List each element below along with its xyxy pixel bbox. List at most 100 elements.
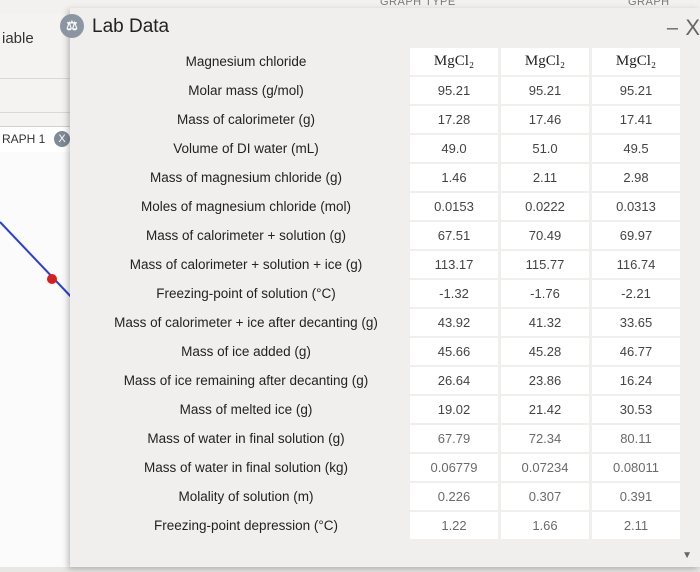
table-row: Molar mass (g/mol) 95.21 95.21 95.21: [85, 77, 680, 104]
row-label: Molality of solution (m): [178, 489, 314, 504]
table-row: Volume of DI water (mL) 49.0 51.0 49.5: [85, 135, 680, 162]
data-cell[interactable]: 2.11: [592, 512, 680, 539]
data-cell[interactable]: 0.0313: [592, 193, 680, 220]
row-label: Freezing-point of solution (°C): [156, 286, 336, 301]
data-cell[interactable]: 95.21: [592, 77, 680, 104]
data-cell[interactable]: 0.0222: [501, 193, 589, 220]
row-label: Mass of ice remaining after decanting (g…: [123, 373, 369, 388]
data-cell[interactable]: 19.02: [410, 396, 498, 423]
data-cell[interactable]: MgCl₂: [501, 48, 589, 75]
graph-canvas[interactable]: [0, 152, 80, 567]
data-cell[interactable]: 0.391: [592, 483, 680, 510]
data-cell[interactable]: -1.32: [410, 280, 498, 307]
graph-type-label: GRAPH TYPE: [380, 0, 456, 8]
table-row: Freezing-point depression (°C) 1.22 1.66 2.…: [85, 512, 680, 539]
dialog-title: Lab Data: [92, 16, 170, 37]
table-row: Molality of solution (m) 0.226 0.307 0.391: [85, 483, 680, 510]
data-cell[interactable]: 0.08011: [592, 454, 680, 481]
table-row: Mass of calorimeter (g) 17.28 17.46 17.41: [85, 106, 680, 133]
row-label: Molar mass (g/mol): [188, 83, 304, 98]
minimize-button[interactable]: –: [666, 17, 678, 39]
row-label: Mass of melted ice (g): [179, 402, 313, 417]
table-row: Mass of water in final solution (g) 67.79…: [85, 425, 680, 452]
data-cell[interactable]: 72.34: [501, 425, 589, 452]
data-cell[interactable]: 0.07234: [501, 454, 589, 481]
graph-label: GRAPH: [628, 0, 670, 8]
dialog-header[interactable]: ⚖ Lab Data – X: [60, 8, 700, 44]
data-cell[interactable]: 1.66: [501, 512, 589, 539]
data-cell[interactable]: 33.65: [592, 309, 680, 336]
data-cell[interactable]: 113.17: [410, 251, 498, 278]
row-label: Mass of calorimeter + solution (g): [146, 228, 346, 243]
data-cell[interactable]: 0.06779: [410, 454, 498, 481]
data-cell[interactable]: 67.51: [410, 222, 498, 249]
data-cell[interactable]: 45.28: [501, 338, 589, 365]
data-cell[interactable]: 16.24: [592, 367, 680, 394]
row-label: Mass of calorimeter + solution + ice (g): [129, 257, 363, 272]
row-label: Mass of water in final solution (kg): [143, 460, 349, 475]
scroll-down-arrow-icon[interactable]: ▼: [682, 550, 692, 561]
row-label: Mass of calorimeter (g): [176, 112, 316, 127]
table-row: Mass of melted ice (g) 19.02 21.42 30.53: [85, 396, 680, 423]
data-cell[interactable]: 0.307: [501, 483, 589, 510]
data-cell[interactable]: 116.74: [592, 251, 680, 278]
data-cell[interactable]: 23.86: [501, 367, 589, 394]
data-cell[interactable]: 26.64: [410, 367, 498, 394]
data-cell[interactable]: 30.53: [592, 396, 680, 423]
data-cell[interactable]: 17.28: [410, 106, 498, 133]
data-cell[interactable]: 115.77: [501, 251, 589, 278]
data-cell[interactable]: MgCl₂: [410, 48, 498, 75]
data-cell[interactable]: 95.21: [501, 77, 589, 104]
data-cell[interactable]: 1.22: [410, 512, 498, 539]
data-cell[interactable]: 95.21: [410, 77, 498, 104]
data-cell[interactable]: 1.46: [410, 164, 498, 191]
table-row: Mass of calorimeter + ice after decantin…: [85, 309, 680, 336]
row-label: Mass of ice added (g): [181, 344, 311, 359]
data-cell[interactable]: 2.98: [592, 164, 680, 191]
tab-graph-1-label: RAPH 1: [2, 132, 46, 146]
table-row: Magnesium chloride MgCl₂ MgCl₂ MgCl₂: [85, 48, 680, 75]
lab-data-dialog: ⚖ Lab Data – X Magnesium chloride MgCl₂ Mg…: [60, 8, 700, 567]
row-label: Moles of magnesium chloride (mol): [140, 199, 352, 214]
beaker-icon: ⚖: [60, 14, 84, 38]
data-cell[interactable]: 0.0153: [410, 193, 498, 220]
table-row: Mass of ice remaining after decanting (g…: [85, 367, 680, 394]
divider: [0, 78, 85, 79]
data-cell[interactable]: 49.5: [592, 135, 680, 162]
data-cell[interactable]: 41.32: [501, 309, 589, 336]
data-cell[interactable]: -1.76: [501, 280, 589, 307]
data-cell[interactable]: 49.0: [410, 135, 498, 162]
row-label: Magnesium chloride: [185, 54, 307, 69]
data-cell[interactable]: 80.11: [592, 425, 680, 452]
table-row: Mass of calorimeter + solution (g) 67.51 7…: [85, 222, 680, 249]
lab-data-table-container[interactable]: Magnesium chloride MgCl₂ MgCl₂ MgCl₂ Molar m…: [82, 46, 680, 556]
data-cell[interactable]: 46.77: [592, 338, 680, 365]
row-label: Mass of water in final solution (g): [147, 431, 345, 446]
data-cell[interactable]: 2.11: [501, 164, 589, 191]
close-button[interactable]: X: [685, 15, 700, 40]
data-cell[interactable]: 67.79: [410, 425, 498, 452]
graph-line: [0, 221, 77, 303]
table-row: Mass of ice added (g) 45.66 45.28 46.77: [85, 338, 680, 365]
table-row: Mass of magnesium chloride (g) 1.46 2.11 2.…: [85, 164, 680, 191]
graph-point[interactable]: [47, 274, 57, 284]
lab-data-table: Magnesium chloride MgCl₂ MgCl₂ MgCl₂ Molar m…: [82, 46, 680, 541]
table-row: Freezing-point of solution (°C) -1.32 -1.7…: [85, 280, 680, 307]
row-label: Mass of magnesium chloride (g): [149, 170, 343, 185]
data-cell[interactable]: 70.49: [501, 222, 589, 249]
data-cell[interactable]: 51.0: [501, 135, 589, 162]
close-tab-icon[interactable]: X: [54, 131, 70, 147]
data-cell[interactable]: 0.226: [410, 483, 498, 510]
data-cell[interactable]: 69.97: [592, 222, 680, 249]
data-cell[interactable]: 43.92: [410, 309, 498, 336]
data-cell[interactable]: -2.21: [592, 280, 680, 307]
data-cell[interactable]: 45.66: [410, 338, 498, 365]
data-cell[interactable]: MgCl₂: [592, 48, 680, 75]
tab-graph-1[interactable]: RAPH 1 X: [0, 126, 76, 154]
row-label: Freezing-point depression (°C): [154, 518, 338, 533]
background-table-label: iable: [2, 30, 34, 47]
data-cell[interactable]: 17.41: [592, 106, 680, 133]
table-row: Moles of magnesium chloride (mol) 0.0153 0…: [85, 193, 680, 220]
data-cell[interactable]: 17.46: [501, 106, 589, 133]
data-cell[interactable]: 21.42: [501, 396, 589, 423]
